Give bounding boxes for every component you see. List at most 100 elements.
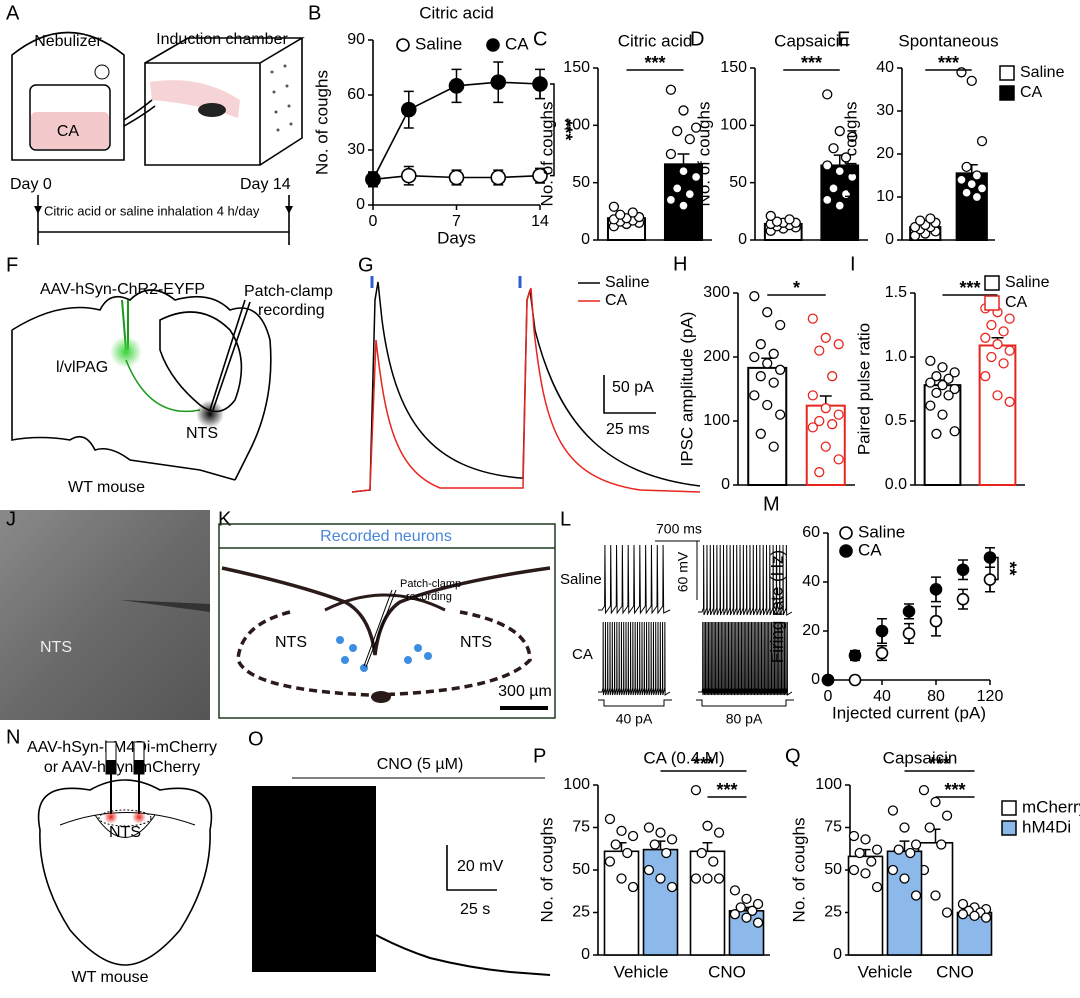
- data-point: [604, 813, 616, 825]
- pag: [110, 336, 142, 368]
- label: Induction chamber: [156, 31, 288, 48]
- significance: *: [793, 278, 800, 298]
- data-point: [627, 881, 639, 893]
- significance: ***: [555, 119, 575, 140]
- chart-title: Citric acid: [618, 31, 693, 50]
- chart-title: Capsaicin: [774, 31, 849, 50]
- data-point: [980, 332, 991, 343]
- trace: [351, 281, 701, 493]
- trace: [351, 287, 701, 493]
- data-point: [998, 358, 1009, 369]
- expression: [132, 810, 146, 824]
- legend-label: Saline: [605, 274, 650, 291]
- panel-label: N: [6, 726, 20, 748]
- data-point: [949, 367, 960, 378]
- data-point: [969, 910, 980, 922]
- nebulizer: [11, 31, 125, 161]
- data-point: [822, 194, 833, 206]
- point: [448, 169, 465, 186]
- y-tick-label: 20: [876, 145, 894, 162]
- data-point: [976, 135, 988, 147]
- data-point: [971, 191, 983, 203]
- label: 80 pA: [726, 711, 763, 727]
- neurons: [336, 636, 432, 672]
- data-point: [820, 441, 831, 452]
- legend-label: CA: [1020, 84, 1043, 101]
- x-tick-label: 0: [369, 213, 378, 230]
- data-point: [847, 171, 858, 183]
- data-point: [690, 122, 702, 133]
- point: [875, 646, 889, 660]
- nts: [196, 400, 224, 428]
- data-point: [771, 216, 783, 227]
- legend-label: CA: [605, 292, 628, 309]
- bar: [603, 850, 640, 956]
- y-tick-label: 0: [721, 476, 730, 493]
- cerebellum: [159, 311, 243, 413]
- x-tick-label: Vehicle: [614, 962, 669, 981]
- label: WT mouse: [68, 479, 145, 496]
- label: Patch-clamp: [244, 283, 333, 300]
- point: [532, 76, 548, 92]
- y-tick-label: 40: [876, 59, 894, 76]
- data-point: [976, 183, 988, 194]
- significance: ***: [938, 53, 959, 73]
- data-point: [762, 399, 773, 411]
- data-point: [755, 371, 766, 382]
- data-point: [755, 339, 766, 350]
- pipette: [363, 589, 397, 668]
- data-point: [931, 387, 942, 398]
- y-tick-label: 10: [876, 188, 894, 205]
- point: [400, 101, 417, 118]
- y-axis-label: No. of coughs: [841, 102, 860, 207]
- label: AAV-hSyn-hM4Di-mCherry: [27, 739, 217, 756]
- data-point: [931, 428, 942, 439]
- panel-label: I: [850, 253, 856, 275]
- label: NTS: [275, 634, 307, 651]
- data-point: [735, 902, 746, 913]
- label: 40 pA: [616, 711, 653, 727]
- trace: [252, 786, 376, 972]
- data-point: [957, 909, 969, 920]
- label: NTS: [460, 634, 492, 651]
- label: 25 ms: [606, 421, 650, 438]
- data-point: [616, 873, 627, 884]
- panel-f: F AAV-hSyn-ChR2-EYFP l/vlPAG NTS Patch-c…: [6, 254, 333, 496]
- data-point: [713, 873, 725, 884]
- image: [0, 510, 210, 720]
- y-tick-label: 150: [563, 59, 590, 76]
- data-point: [910, 890, 922, 901]
- label: CA: [57, 123, 80, 140]
- data-point: [827, 371, 838, 382]
- nts-border: [236, 610, 532, 697]
- data-point: [941, 810, 953, 821]
- data-point: [930, 796, 941, 808]
- significance: ***: [944, 780, 965, 800]
- label: WT mouse: [71, 969, 148, 986]
- panel-label: C: [533, 28, 547, 50]
- data-point: [1004, 345, 1015, 356]
- label: 700 ms: [656, 521, 702, 537]
- error-bar: [899, 840, 910, 852]
- data-point: [702, 873, 713, 884]
- y-tick-label: 0.5: [885, 412, 907, 429]
- outline: [324, 593, 446, 612]
- data-point: [665, 84, 677, 95]
- significance: ***: [801, 53, 822, 73]
- bar: [978, 344, 1017, 487]
- data-point: [775, 409, 786, 420]
- data-point: [820, 403, 831, 414]
- chart-title: Capsaicin: [883, 748, 958, 767]
- data-point: [649, 839, 660, 850]
- current-step: [598, 699, 794, 707]
- data-point: [678, 166, 689, 177]
- trace: [698, 621, 793, 696]
- data-point: [690, 873, 702, 884]
- y-tick-label: 0: [356, 196, 365, 213]
- panel-label: F: [6, 254, 18, 276]
- holder: [150, 80, 240, 118]
- data-point: [627, 207, 638, 218]
- label: or AAV-hSyn-mCherry: [44, 759, 200, 776]
- y-tick-label: 60: [347, 86, 365, 103]
- label: NTS: [186, 425, 218, 442]
